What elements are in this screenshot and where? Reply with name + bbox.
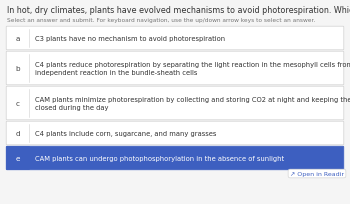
Text: C4 plants include corn, sugarcane, and many grasses: C4 plants include corn, sugarcane, and m… [35, 130, 216, 136]
Text: CAM plants can undergo photophosphorylation in the absence of sunlight: CAM plants can undergo photophosphorylat… [35, 155, 284, 161]
Text: e: e [16, 155, 20, 161]
Text: a: a [16, 36, 20, 42]
Text: ↗ Open in Readir: ↗ Open in Readir [290, 171, 344, 176]
Text: In hot, dry climates, plants have evolved mechanisms to avoid photorespiration. : In hot, dry climates, plants have evolve… [7, 6, 350, 15]
FancyBboxPatch shape [6, 52, 344, 85]
Text: b: b [16, 66, 20, 72]
Text: C3 plants have no mechanism to avoid photorespiration: C3 plants have no mechanism to avoid pho… [35, 36, 225, 42]
Text: d: d [16, 130, 20, 136]
FancyBboxPatch shape [6, 122, 344, 145]
FancyBboxPatch shape [6, 146, 30, 170]
FancyBboxPatch shape [6, 146, 344, 170]
Text: CAM plants minimize photorespiration by collecting and storing CO2 at night and : CAM plants minimize photorespiration by … [35, 96, 350, 111]
Text: C4 plants reduce photorespiration by separating the light reaction in the mesoph: C4 plants reduce photorespiration by sep… [35, 61, 350, 76]
Text: c: c [16, 101, 20, 106]
FancyBboxPatch shape [6, 87, 344, 120]
Text: Select an answer and submit. For keyboard navigation, use the up/down arrow keys: Select an answer and submit. For keyboar… [7, 18, 315, 23]
FancyBboxPatch shape [6, 27, 344, 51]
